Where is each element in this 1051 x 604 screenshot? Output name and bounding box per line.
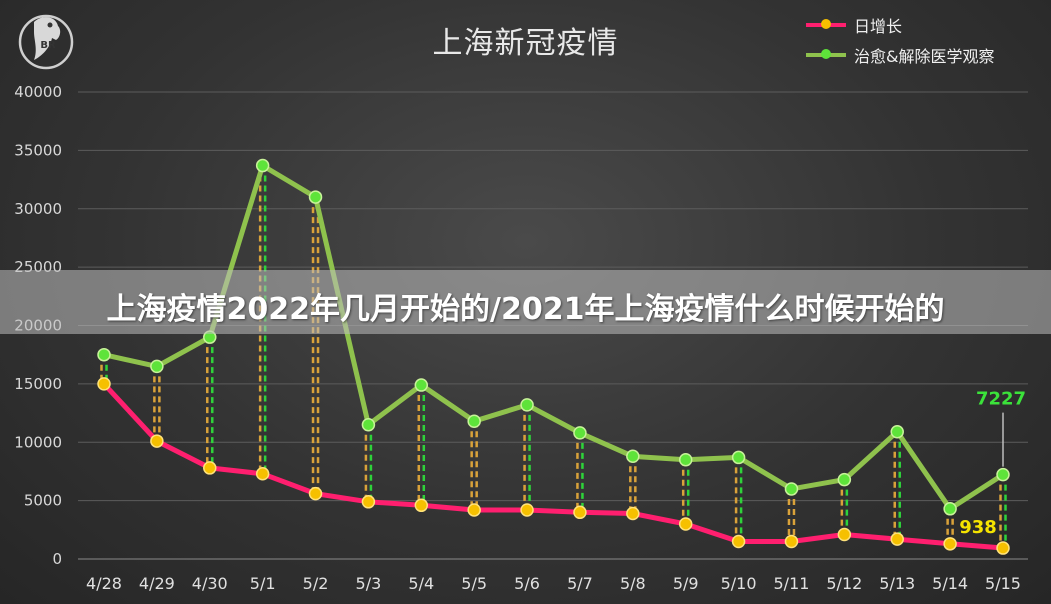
series-line-daily bbox=[101, 381, 1006, 551]
chart-title: 上海新冠疫情 bbox=[432, 26, 619, 61]
x-tick-label: 5/7 bbox=[567, 574, 593, 593]
logo-text: BR bbox=[40, 40, 56, 51]
annotation-cured-last: 7227 bbox=[976, 389, 1026, 410]
banner-text: 上海疫情2022年几月开始的/2021年上海疫情什么时候开始的 bbox=[106, 292, 945, 327]
y-tick-label: 30000 bbox=[14, 200, 62, 218]
x-tick-label: 5/9 bbox=[673, 574, 699, 593]
data-point-cured bbox=[890, 424, 904, 439]
data-point-daily bbox=[943, 537, 957, 551]
legend-item-cured[interactable]: 治愈&解除医学观察 bbox=[806, 40, 994, 70]
data-point-cured bbox=[678, 453, 693, 467]
legend-label-daily: 日增长 bbox=[854, 17, 903, 36]
legend-item-daily[interactable]: 日增长 bbox=[806, 10, 994, 40]
data-point-cured bbox=[97, 347, 111, 362]
data-point-daily bbox=[573, 505, 587, 520]
data-point-cured bbox=[573, 426, 587, 440]
x-tick-label: 4/30 bbox=[192, 574, 228, 593]
y-tick-label: 35000 bbox=[14, 141, 62, 159]
data-point-daily bbox=[626, 506, 640, 521]
x-tick-label: 5/13 bbox=[879, 574, 915, 593]
data-point-cured bbox=[414, 378, 429, 392]
legend-label-cured: 治愈&解除医学观察 bbox=[854, 47, 995, 66]
data-point-daily bbox=[150, 434, 164, 448]
x-tick-label: 5/6 bbox=[514, 574, 540, 593]
data-point-daily bbox=[996, 541, 1010, 555]
data-point-cured bbox=[943, 502, 957, 516]
data-point-daily bbox=[255, 467, 270, 481]
data-point-daily bbox=[203, 461, 217, 475]
data-point-cured bbox=[308, 190, 323, 204]
x-tick-label: 5/2 bbox=[303, 574, 329, 593]
y-tick-label: 0 bbox=[52, 550, 62, 568]
legend: 日增长 治愈&解除医学观察 bbox=[806, 10, 994, 70]
y-tick-label: 10000 bbox=[14, 433, 62, 451]
y-tick-label: 5000 bbox=[24, 492, 62, 510]
x-tick-label: 5/14 bbox=[932, 574, 968, 593]
x-tick-label: 4/29 bbox=[139, 574, 175, 593]
x-tick-label: 5/3 bbox=[356, 574, 382, 593]
x-tick-label: 5/8 bbox=[620, 574, 646, 593]
legend-swatch-cured bbox=[806, 49, 846, 59]
data-point-daily bbox=[414, 498, 429, 513]
parrot-logo-icon: BR bbox=[18, 14, 74, 70]
x-tick-label: 5/11 bbox=[774, 574, 810, 593]
data-point-cured bbox=[784, 482, 799, 496]
data-point-daily bbox=[97, 377, 111, 391]
data-point-daily bbox=[890, 532, 904, 546]
y-tick-label: 15000 bbox=[14, 375, 62, 393]
data-point-daily bbox=[837, 527, 852, 542]
data-point-cured bbox=[731, 450, 746, 465]
data-point-daily bbox=[731, 534, 746, 549]
x-tick-label: 5/10 bbox=[721, 574, 757, 593]
x-tick-label: 5/4 bbox=[408, 574, 434, 593]
data-point-cured bbox=[361, 417, 376, 432]
data-point-daily bbox=[678, 517, 693, 531]
data-point-cured bbox=[520, 398, 534, 412]
x-tick-label: 5/12 bbox=[826, 574, 862, 593]
data-point-cured bbox=[150, 359, 164, 374]
title-banner: 上海疫情2022年几月开始的/2021年上海疫情什么时候开始的 bbox=[0, 270, 1051, 334]
data-point-cured bbox=[996, 467, 1010, 482]
data-point-cured bbox=[255, 158, 270, 173]
data-point-daily bbox=[467, 503, 481, 517]
data-point-daily bbox=[308, 486, 323, 501]
data-point-daily bbox=[784, 534, 799, 549]
x-tick-label: 5/5 bbox=[461, 574, 487, 593]
data-point-daily bbox=[361, 495, 376, 509]
data-point-cured bbox=[626, 449, 640, 464]
data-point-cured bbox=[837, 472, 852, 487]
x-tick-label: 4/28 bbox=[86, 574, 122, 593]
series-line-cured bbox=[101, 163, 1006, 512]
legend-swatch-daily bbox=[806, 19, 846, 29]
x-tick-label: 5/1 bbox=[250, 574, 276, 593]
x-tick-label: 5/15 bbox=[985, 574, 1021, 593]
data-point-daily bbox=[520, 503, 534, 517]
annotation-daily-last: 938 bbox=[959, 517, 997, 538]
y-tick-label: 40000 bbox=[14, 83, 62, 101]
data-point-cured bbox=[467, 414, 481, 428]
